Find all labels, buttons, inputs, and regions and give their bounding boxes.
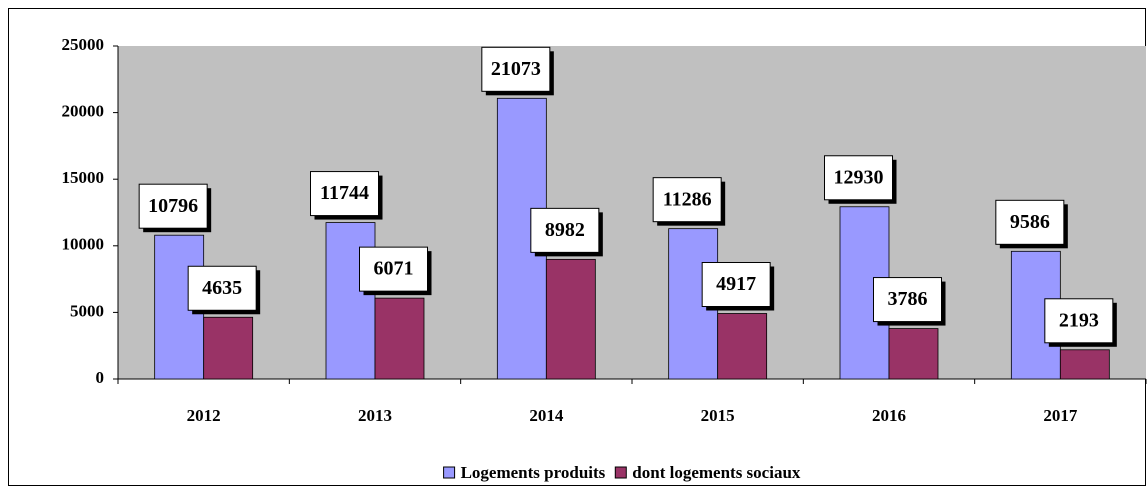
- y-tick-label: 20000: [62, 102, 105, 121]
- data-label: 2193: [1059, 309, 1099, 331]
- data-label-box: [1044, 298, 1114, 344]
- x-tick-label: 2014: [529, 406, 564, 425]
- data-label-box: [359, 246, 428, 292]
- data-label: 12930: [834, 166, 884, 188]
- x-tick-label: 2017: [1043, 406, 1078, 425]
- x-tick-label: 2012: [187, 406, 221, 425]
- data-label-box: [187, 265, 257, 311]
- data-label: 11286: [663, 188, 712, 210]
- legend-swatch: [614, 466, 627, 479]
- data-label: 3786: [888, 288, 928, 310]
- bar: [545, 258, 596, 380]
- data-label-box: [873, 277, 942, 323]
- y-tick-label: 25000: [62, 35, 105, 54]
- data-label-box: [481, 46, 551, 92]
- data-label: 8982: [545, 219, 585, 241]
- data-label-box: [701, 262, 771, 308]
- legend-label: dont logements sociaux: [632, 463, 801, 482]
- bar: [325, 222, 376, 380]
- data-label: 4917: [716, 273, 756, 295]
- data-label-box: [824, 155, 893, 201]
- data-label: 11744: [320, 182, 369, 204]
- data-label: 9586: [1010, 211, 1050, 233]
- data-label: 6071: [374, 258, 414, 280]
- legend-label: Logements produits: [461, 463, 606, 482]
- data-label-box: [995, 199, 1065, 245]
- data-label-box: [138, 183, 208, 229]
- y-tick-label: 5000: [70, 301, 104, 320]
- y-tick-label: 10000: [62, 235, 105, 254]
- x-tick-label: 2016: [872, 406, 906, 425]
- bar: [717, 313, 768, 380]
- bar: [1059, 349, 1110, 380]
- y-tick-label: 15000: [62, 168, 105, 187]
- x-tick-label: 2015: [701, 406, 735, 425]
- bar: [888, 328, 939, 380]
- plot-area: [118, 46, 1146, 379]
- data-label: 4635: [202, 277, 242, 299]
- data-label-box: [530, 207, 600, 253]
- x-tick-label: 2013: [358, 406, 392, 425]
- data-label-box: [652, 177, 722, 223]
- legend-swatch: [443, 466, 456, 479]
- bar: [374, 297, 425, 380]
- y-tick-label: 0: [96, 368, 105, 387]
- data-label: 21073: [491, 58, 541, 80]
- data-label-box: [310, 171, 379, 217]
- bar: [203, 316, 254, 380]
- data-label: 10796: [148, 195, 198, 217]
